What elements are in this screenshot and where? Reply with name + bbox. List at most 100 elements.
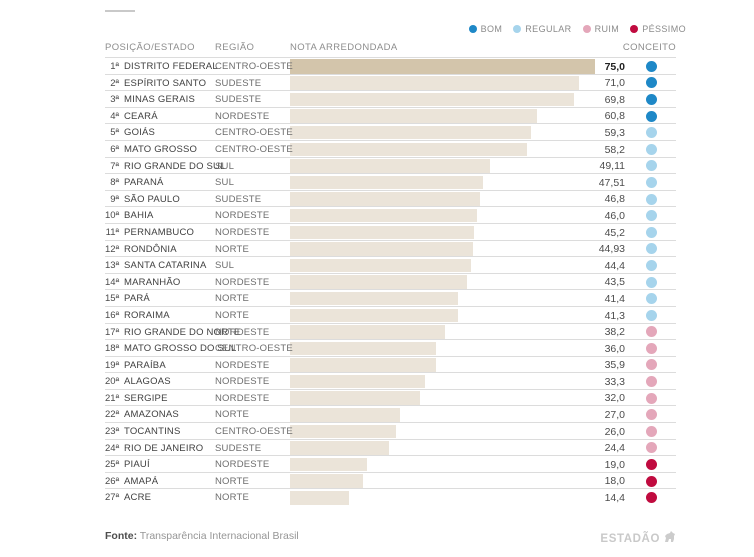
state-name: DISTRITO FEDERAL [124, 61, 218, 72]
score-bar [290, 457, 368, 472]
table-row: 11ª PERNAMBUCO NORDESTE 45,2 [105, 222, 676, 240]
concept-dot-pessimo [646, 492, 657, 504]
region-name: CENTRO-OESTE [215, 143, 293, 155]
concept-dot-ruim [646, 376, 657, 388]
table-row: 17ª RIO GRANDE DO NORTE NORDESTE 38,2 [105, 322, 676, 340]
estadao-infographics-icon [663, 530, 676, 548]
concept-dot-regular [646, 226, 657, 238]
score-bar [290, 391, 421, 405]
state-name: RIO DE JANEIRO [124, 442, 204, 454]
table-row: 13ª SANTA CATARINA SUL 44,4 [105, 256, 676, 273]
score-bar [290, 208, 478, 223]
rank: 7ª [110, 160, 119, 172]
rank: 8ª [110, 177, 119, 189]
region-name: NORDESTE [215, 210, 270, 222]
region-name: SUL [215, 177, 235, 189]
legend-dot-bom [468, 25, 477, 33]
table-row: 22ª AMAZONAS NORTE 27,0 [105, 405, 676, 422]
region-name: CENTRO-OESTE [215, 61, 293, 72]
score-value: 71,0 [604, 77, 625, 90]
region-name: CENTRO-OESTE [215, 343, 293, 355]
concept-dot-bom [646, 60, 657, 72]
score-bar [290, 441, 390, 455]
table-row: 1ª DISTRITO FEDERAL CENTRO-OESTE 75,0 [105, 57, 676, 74]
source-credit: Fonte: Transparência Internacional Brasi… [105, 530, 299, 542]
column-header-score: NOTA ARREDONDADA [290, 42, 398, 53]
region-name: NORDESTE [215, 276, 270, 288]
region-name: SUDESTE [215, 94, 262, 106]
state-name: ESPÍRITO SANTO [124, 77, 207, 89]
region-name: SUL [215, 160, 235, 172]
concept-dot-ruim [646, 326, 657, 338]
score-value: 24,4 [604, 442, 625, 455]
decorative-line [105, 10, 135, 12]
state-name: PARANÁ [124, 177, 164, 189]
score-value: 75,0 [604, 60, 625, 73]
score-bar [290, 491, 349, 505]
score-bar [290, 109, 538, 123]
score-value: 46,0 [604, 209, 625, 222]
rank: 11ª [105, 226, 119, 238]
legend-label: PÉSSIMO [642, 24, 686, 34]
source-label: Fonte: [105, 530, 138, 542]
legend-dot-regular [513, 25, 522, 33]
ranking-table: 1ª DISTRITO FEDERAL CENTRO-OESTE 75,0 2ª ESPÍ… [105, 57, 676, 505]
concept-legend: BOM REGULAR RUIM PÉSSIMO [468, 24, 686, 34]
region-name: SUDESTE [215, 193, 262, 205]
content-area: BOM REGULAR RUIM PÉSSIMO POSIÇÃO/ESTADO REG… [105, 0, 686, 557]
rank: 6ª [110, 143, 119, 155]
column-header-position: POSIÇÃO/ESTADO [105, 42, 195, 53]
score-bar [290, 92, 574, 107]
region-name: NORTE [215, 492, 250, 504]
score-bar [290, 142, 527, 157]
concept-dot-regular [646, 143, 657, 155]
region-name: SUDESTE [215, 77, 262, 89]
legend-label: RUIM [594, 24, 620, 34]
rank: 21ª [105, 392, 120, 404]
region-name: CENTRO-OESTE [215, 127, 293, 139]
score-value: 14,4 [604, 492, 625, 505]
rank: 18ª [105, 343, 120, 355]
table-row: 20ª ALAGOAS NORDESTE 33,3 [105, 372, 676, 389]
state-name: CEARÁ [124, 110, 158, 122]
concept-dot-bom [646, 110, 657, 122]
rank: 13ª [105, 260, 120, 272]
state-name: MARANHÃO [124, 276, 181, 288]
rank: 15ª [105, 293, 120, 305]
score-bar [290, 358, 436, 372]
state-name: ACRE [124, 492, 152, 504]
score-bar [290, 474, 364, 488]
score-bar [290, 192, 481, 206]
score-value: 26,0 [604, 425, 625, 438]
rank: 14ª [105, 276, 120, 288]
table-row: 7ª RIO GRANDE DO SUL SUL 49,11 [105, 156, 676, 174]
table-row: 16ª RORAIMA NORTE 41,3 [105, 305, 676, 323]
score-bar [290, 424, 396, 439]
concept-dot-ruim [646, 392, 657, 404]
score-bar [290, 341, 437, 356]
table-row: 6ª MATO GROSSO CENTRO-OESTE 58,2 [105, 139, 676, 157]
state-name: SÃO PAULO [124, 193, 181, 205]
rank: 25ª [105, 459, 120, 471]
score-value: 45,2 [604, 226, 625, 239]
state-name: BAHIA [124, 210, 154, 222]
brand-name: ESTADÃO [600, 533, 660, 545]
column-headers: POSIÇÃO/ESTADO REGIÃO NOTA ARREDONDADA C… [105, 42, 676, 54]
table-row: 9ª SÃO PAULO SUDESTE 46,8 [105, 189, 676, 207]
score-bar [290, 325, 446, 339]
region-name: NORDESTE [215, 359, 270, 371]
score-value: 58,2 [604, 143, 625, 156]
region-name: NORDESTE [215, 392, 270, 404]
concept-dot-regular [646, 193, 657, 205]
concept-dot-regular [646, 210, 657, 222]
legend-item-pessimo: PÉSSIMO [630, 24, 686, 34]
region-name: NORTE [215, 409, 250, 421]
concept-dot-regular [646, 160, 657, 172]
score-value: 41,4 [604, 292, 625, 305]
score-value: 41,3 [604, 309, 625, 322]
region-name: NORTE [215, 243, 250, 255]
table-row: 14ª MARANHÃO NORDESTE 43,5 [105, 272, 676, 290]
score-bar [290, 225, 474, 240]
table-row: 10ª BAHIA NORDESTE 46,0 [105, 206, 676, 223]
